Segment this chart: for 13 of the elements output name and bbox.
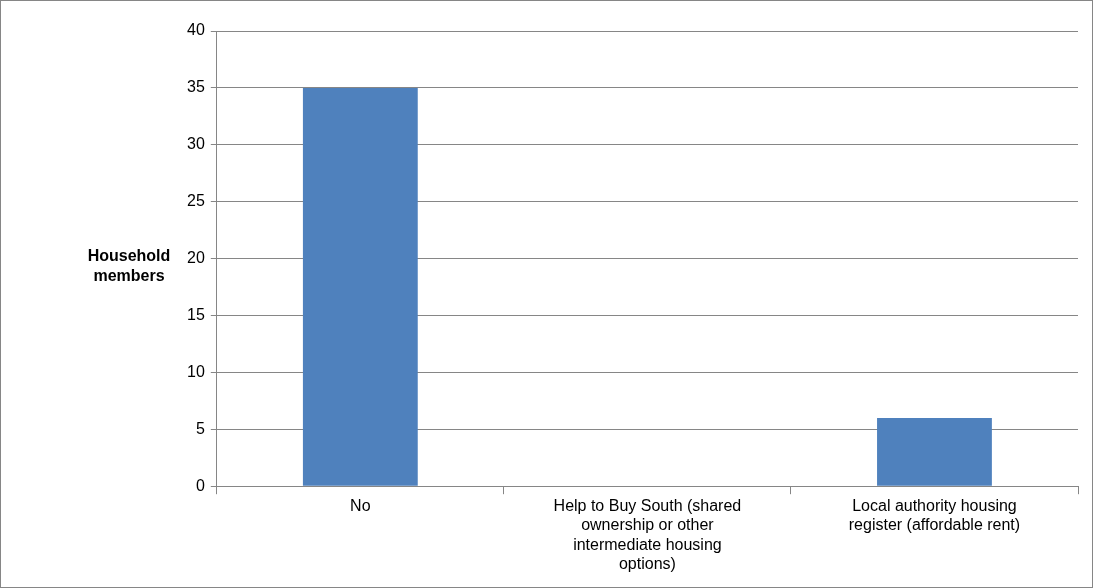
x-tick-label: Local authority housing register (affordable rent) [848,497,1021,534]
y-tick-label: 25 [187,192,205,210]
y-tick-label: 40 [187,21,205,39]
y-tick-label: 30 [187,135,205,153]
y-tick-label: 0 [195,476,205,494]
y-tick-label: 10 [187,362,205,380]
x-tick-label: No [350,497,371,515]
y-tick-label: 15 [187,305,205,323]
y-tick-label: 5 [195,419,205,437]
y-tick-label: 35 [187,78,205,96]
y-axis-title: Household members [87,247,171,285]
x-tick-label: Help to Buy South (shared ownership or other intermediate housing options) [553,497,742,572]
y-tick-label: 20 [187,249,205,267]
